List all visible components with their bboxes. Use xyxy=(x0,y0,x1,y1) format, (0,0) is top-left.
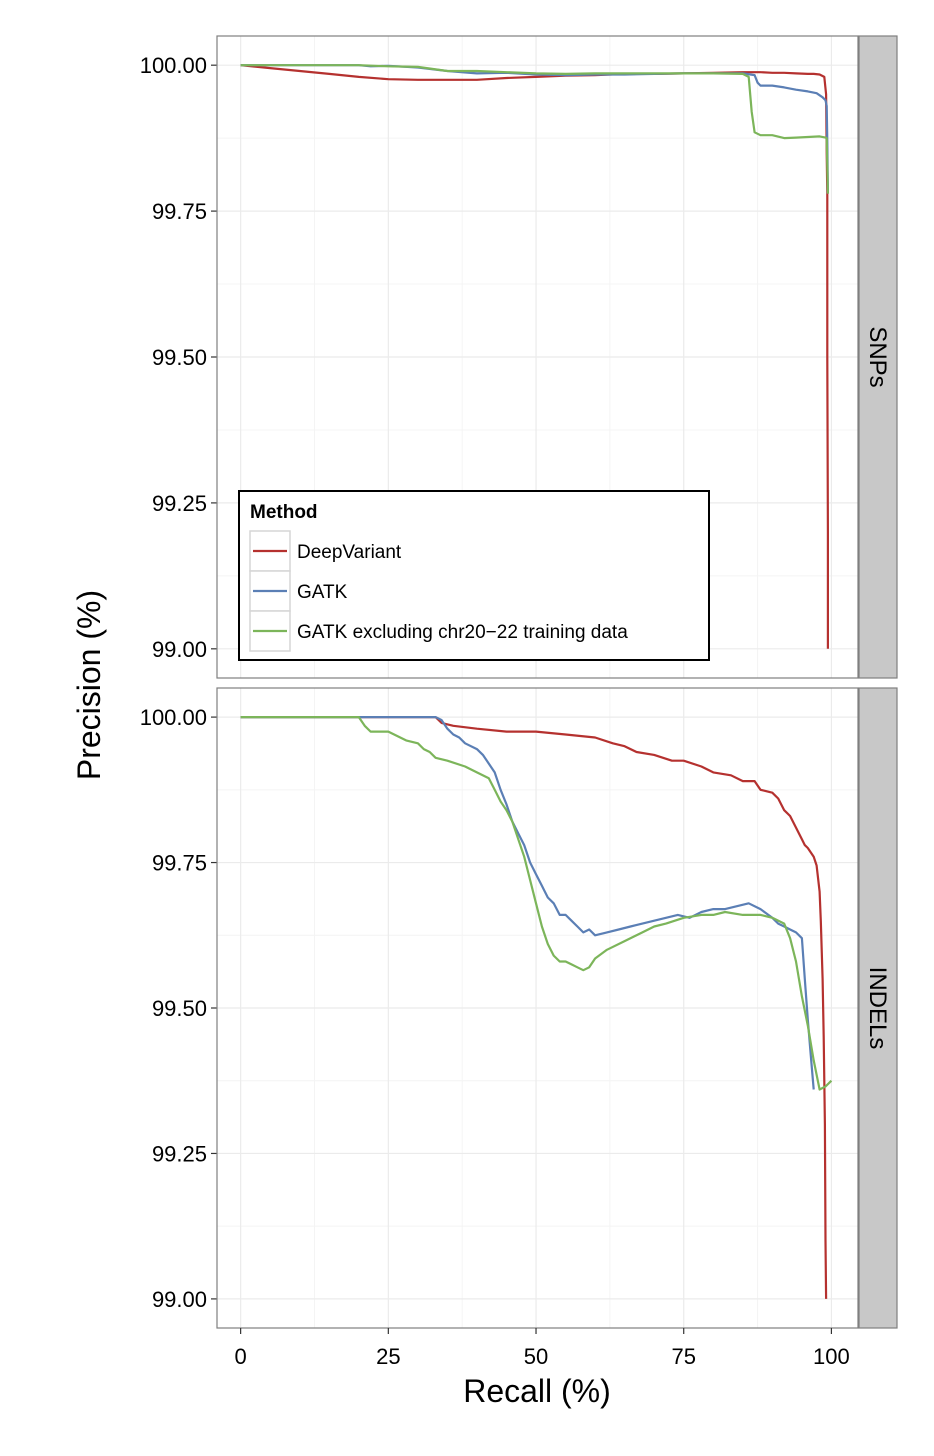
y-tick-label: 100.00 xyxy=(140,53,207,78)
facet-strip xyxy=(858,35,898,679)
facet-strip-label: INDELs xyxy=(864,967,891,1050)
legend-title: Method xyxy=(250,502,318,523)
x-tick-label: 100 xyxy=(813,1344,850,1369)
y-tick-label: 100.00 xyxy=(140,705,207,730)
series-line-deepvariant xyxy=(240,716,828,1299)
y-tick-label: 99.75 xyxy=(152,199,207,224)
y-tick-label: 99.50 xyxy=(152,996,207,1021)
facet-strip xyxy=(858,687,898,1329)
y-tick-label: 99.75 xyxy=(152,851,207,876)
y-tick-label: 99.25 xyxy=(152,1141,207,1166)
y-tick-label: 99.50 xyxy=(152,345,207,370)
x-tick-label: 0 xyxy=(235,1344,247,1369)
y-tick-label: 99.00 xyxy=(152,1287,207,1312)
legend-box xyxy=(238,490,710,661)
legend: Method DeepVariant GATK GATK excluding chr2… xyxy=(238,490,710,661)
x-axis-title: Recall (%) xyxy=(463,1373,611,1409)
y-axis-title: Precision (%) xyxy=(71,590,107,780)
legend-entry-label: GATK xyxy=(297,582,348,603)
legend-entry-label: DeepVariant xyxy=(297,542,402,563)
x-tick-label: 50 xyxy=(524,1344,548,1369)
panel-border xyxy=(216,35,859,679)
series-line-gatk-excluding xyxy=(240,64,829,194)
plot-area: 99.00 99.25 99.50 99.75 100.00 SNPs 99.00 99.25… xyxy=(140,35,898,1369)
panel-indels: 99.00 99.25 99.50 99.75 100.00 INDELs xyxy=(140,687,898,1329)
facet-strip-label: SNPs xyxy=(864,326,891,387)
y-tick-label: 99.25 xyxy=(152,491,207,516)
series-line-gatk-excluding xyxy=(240,716,833,1091)
x-tick-label: 75 xyxy=(671,1344,695,1369)
panel-border xyxy=(216,687,859,1329)
legend-entry-label: GATK excluding chr20−22 training data xyxy=(297,622,628,643)
x-tick-label: 25 xyxy=(376,1344,400,1369)
y-tick-label: 99.00 xyxy=(152,637,207,662)
